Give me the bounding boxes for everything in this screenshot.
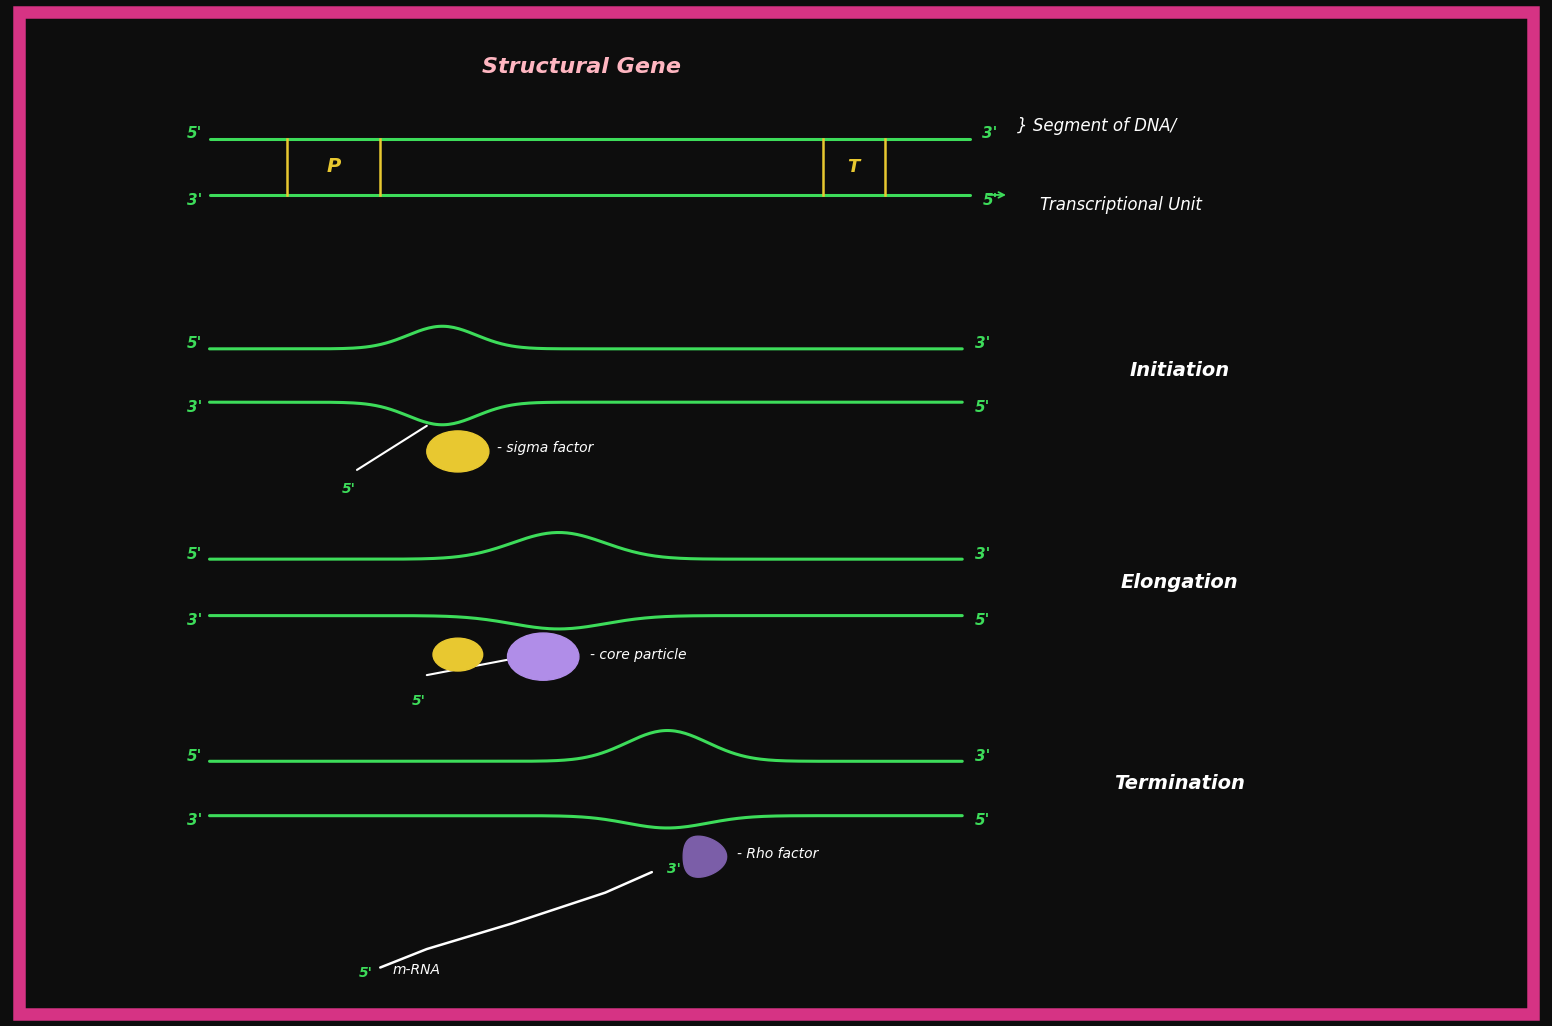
Text: - core particle: - core particle [590, 647, 686, 662]
Text: 5': 5' [186, 126, 202, 141]
Text: 5': 5' [186, 337, 202, 351]
Circle shape [433, 638, 483, 671]
Text: 5': 5' [186, 547, 202, 561]
Text: P: P [326, 157, 341, 176]
Text: T: T [847, 158, 860, 175]
Text: - Rho factor: - Rho factor [737, 846, 818, 861]
Text: 5': 5' [413, 694, 425, 708]
Text: 3': 3' [975, 749, 990, 763]
Text: 5': 5' [975, 614, 990, 628]
Text: 3': 3' [975, 547, 990, 561]
Text: 3': 3' [186, 814, 202, 828]
Text: 5': 5' [975, 400, 990, 415]
Text: 3': 3' [982, 126, 998, 141]
Text: 5': 5' [186, 749, 202, 763]
Text: } Segment of DNA/: } Segment of DNA/ [1017, 117, 1176, 135]
Text: 3': 3' [186, 193, 202, 207]
Text: 5': 5' [982, 193, 998, 207]
Text: Elongation: Elongation [1121, 573, 1238, 592]
Circle shape [508, 633, 579, 680]
Circle shape [427, 431, 489, 472]
Polygon shape [683, 836, 726, 877]
Text: 3': 3' [975, 337, 990, 351]
Text: Termination: Termination [1114, 774, 1245, 793]
Text: 5': 5' [359, 965, 372, 980]
Text: m-RNA: m-RNA [393, 962, 441, 977]
Text: - sigma factor: - sigma factor [497, 441, 593, 456]
Text: Initiation: Initiation [1130, 361, 1229, 380]
Text: Structural Gene: Structural Gene [483, 56, 681, 77]
Text: Transcriptional Unit: Transcriptional Unit [1040, 196, 1201, 214]
Text: 3': 3' [186, 400, 202, 415]
Text: 3': 3' [667, 862, 681, 876]
Text: 5': 5' [975, 814, 990, 828]
Text: 3': 3' [186, 614, 202, 628]
Text: 5': 5' [343, 482, 355, 497]
